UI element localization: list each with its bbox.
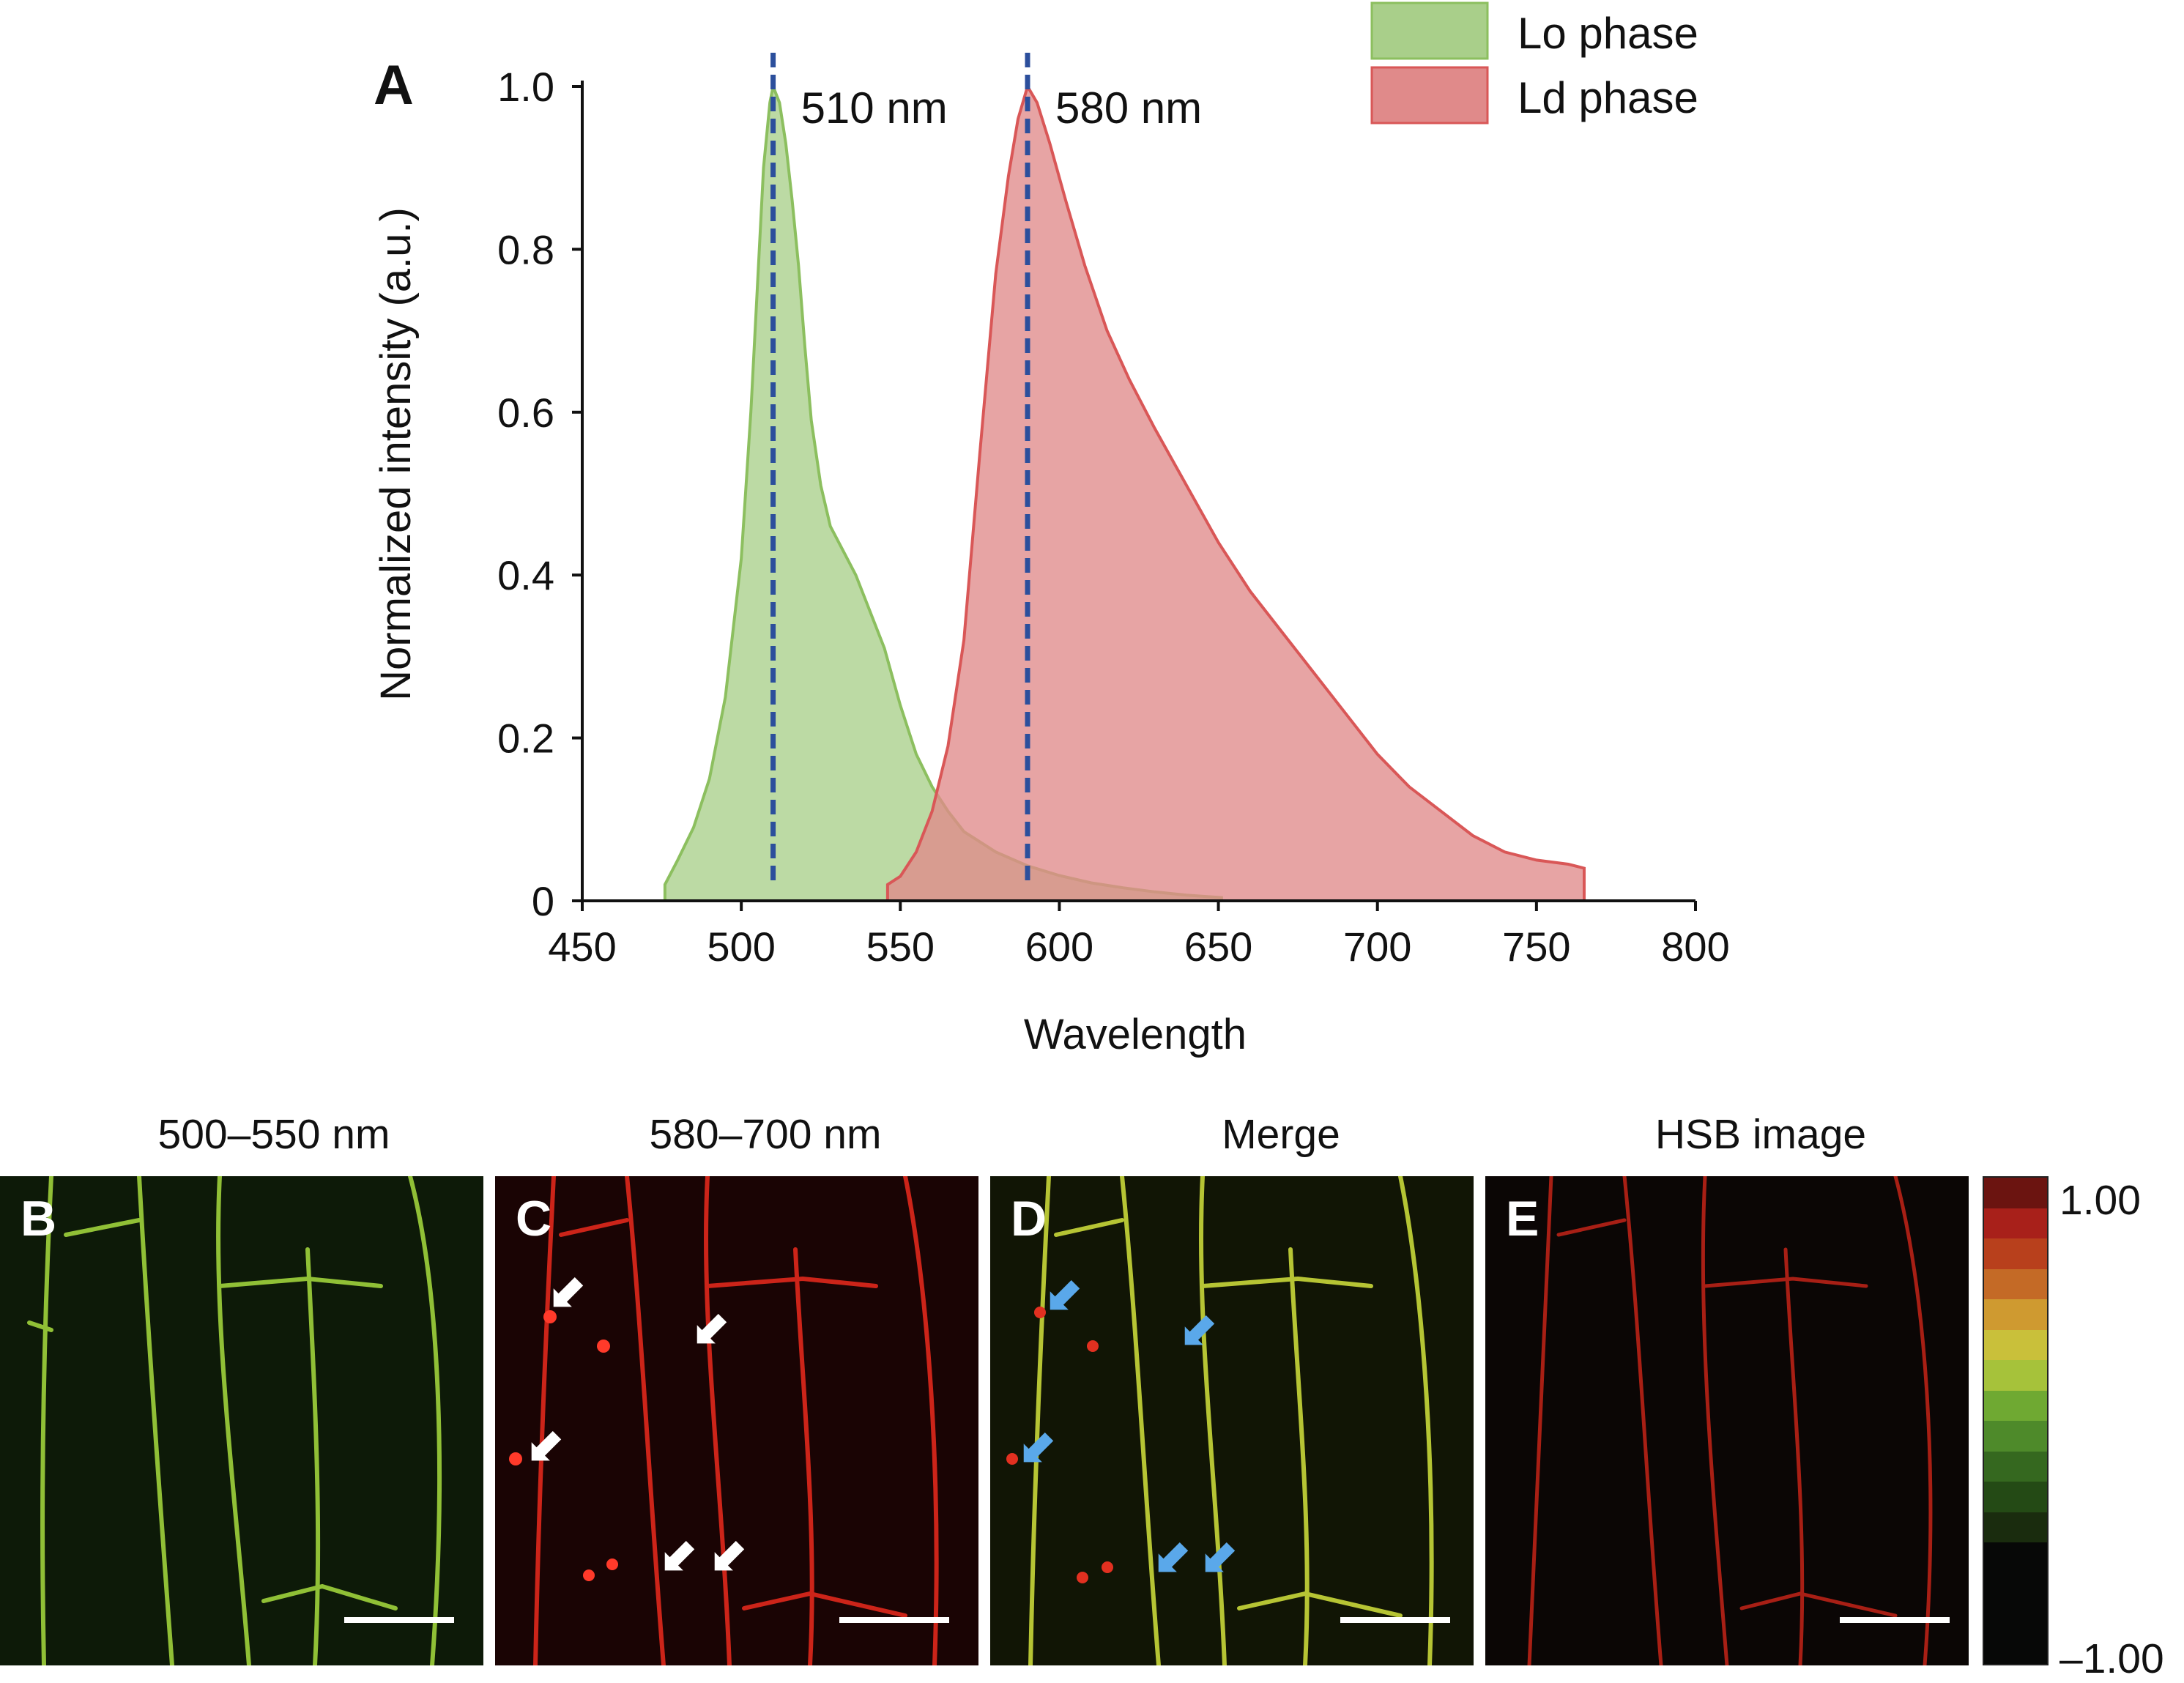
series-layer <box>663 81 1586 902</box>
colorbar-step <box>1984 1603 2047 1634</box>
x-axis-label: Wavelength <box>1024 1011 1247 1058</box>
cell-walls-e <box>1527 1176 1933 1665</box>
x-tick-label: 500 <box>707 924 775 970</box>
colorbar-step <box>1984 1482 2047 1512</box>
y-tick-label: 1.0 <box>497 64 554 110</box>
arrow-icon: ⬋ <box>548 1267 586 1318</box>
arrow-icon: ⬋ <box>1018 1422 1056 1473</box>
scale-bar-e <box>1840 1617 1950 1623</box>
colorbar-step <box>1984 1572 2047 1603</box>
panel-title-e: HSB image <box>1654 1111 1867 1158</box>
arrow-icon: ⬋ <box>709 1531 747 1581</box>
panel-title-d: Merge <box>1222 1111 1340 1158</box>
y-tick-label: 0 <box>532 878 554 924</box>
cell-walls-d <box>1006 1176 1434 1665</box>
legend-label-ld: Ld phase <box>1518 73 1698 122</box>
colorbar-step <box>1984 1542 2047 1573</box>
cell-walls-c <box>509 1176 939 1665</box>
y-tick-label: 0.6 <box>497 390 554 436</box>
colorbar-step <box>1984 1390 2047 1421</box>
panel-title-b: 500–550 nm <box>157 1111 390 1158</box>
x-tick-label: 800 <box>1661 924 1729 970</box>
panel-label-b: B <box>21 1191 57 1247</box>
micrograph-e: E <box>1485 1176 1969 1665</box>
y-axis-label: Normalized intensity (a.u.) <box>372 207 420 701</box>
legend: Lo phase Ld phase <box>1370 1 1698 125</box>
colorbar-step <box>1984 1178 2047 1208</box>
panel-label-e: E <box>1506 1191 1539 1247</box>
colorbar-max-label: 1.00 <box>2059 1177 2141 1224</box>
series-area-1 <box>885 82 1586 902</box>
scale-bar-d <box>1340 1617 1450 1623</box>
x-tick-label: 750 <box>1502 924 1570 970</box>
colorbar-step <box>1984 1208 2047 1238</box>
x-tick-label: 550 <box>866 924 935 970</box>
colorbar-step <box>1984 1633 2047 1664</box>
legend-swatch-lo <box>1370 1 1489 60</box>
colorbar-step <box>1984 1299 2047 1330</box>
y-tick-label: 0.4 <box>497 552 554 598</box>
arrow-icon: ⬋ <box>1200 1532 1238 1583</box>
arrow-icon: ⬋ <box>526 1421 564 1471</box>
colorbar-step <box>1984 1268 2047 1299</box>
colorbar-step <box>1984 1512 2047 1542</box>
scale-bar-c <box>839 1617 949 1623</box>
legend-swatch-ld <box>1370 66 1489 125</box>
arrow-icon: ⬋ <box>1179 1305 1217 1356</box>
colorbar-step <box>1984 1360 2047 1391</box>
colorbar-step <box>1984 1421 2047 1452</box>
arrow-icon: ⬋ <box>1153 1532 1191 1583</box>
arrow-icon: ⬋ <box>1044 1270 1082 1320</box>
panel-label-d: D <box>1011 1191 1047 1247</box>
micrograph-c: ⬋ ⬋ ⬋ ⬋ ⬋ C <box>495 1176 978 1665</box>
x-tick-label: 600 <box>1025 924 1093 970</box>
arrow-icon: ⬋ <box>691 1304 729 1354</box>
x-tick-label: 450 <box>548 924 616 970</box>
peak-marker-layer: 510 nm 580 nm <box>770 53 1202 888</box>
micrograph-b: B <box>0 1176 483 1665</box>
panel-label-c: C <box>516 1191 552 1247</box>
colorbar-step <box>1984 1238 2047 1269</box>
colorbar-step <box>1984 1329 2047 1360</box>
y-tick-label: 0.2 <box>497 716 554 762</box>
colorbar <box>1983 1176 2049 1665</box>
tick-layer: 450 500 550 600 650 700 750 800 0 0.2 0.4 0.6 0.8 1.0 <box>497 64 1730 970</box>
panel-label-a: A <box>374 54 414 116</box>
x-tick-label: 650 <box>1184 924 1252 970</box>
peak-marker-label-1: 580 nm <box>1055 83 1202 133</box>
panel-title-c: 580–700 nm <box>649 1111 882 1158</box>
cell-walls-b <box>27 1176 442 1665</box>
legend-label-lo: Lo phase <box>1518 9 1698 58</box>
micrograph-d: ⬋ ⬋ ⬋ ⬋ ⬋ D <box>990 1176 1474 1665</box>
scale-bar-b <box>344 1617 454 1623</box>
x-tick-label: 700 <box>1343 924 1411 970</box>
y-tick-label: 0.8 <box>497 226 554 272</box>
arrow-icon: ⬋ <box>659 1531 697 1581</box>
colorbar-step <box>1984 1451 2047 1482</box>
peak-marker-label-0: 510 nm <box>801 83 948 133</box>
colorbar-min-label: –1.00 <box>2059 1635 2164 1682</box>
spectrum-chart: 510 nm 580 nm 450 500 550 600 650 700 750 800 0 0.… <box>372 1 1730 1058</box>
